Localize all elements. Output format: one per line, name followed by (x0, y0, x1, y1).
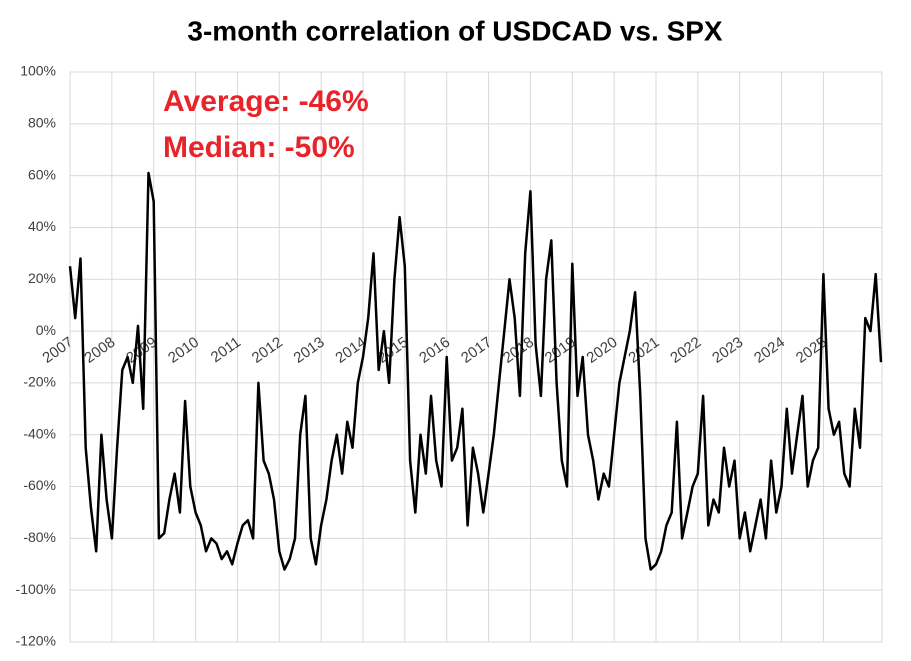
x-tick-label: 2007 (39, 334, 76, 367)
annotation: Average: -46% (163, 85, 369, 118)
x-tick-label: 2025 (793, 334, 830, 367)
y-tick-label: -60% (23, 477, 56, 493)
x-tick-label: 2023 (709, 334, 746, 367)
x-tick-label: 2012 (249, 334, 286, 367)
y-tick-label: -40% (23, 425, 56, 441)
x-tick-label: 2019 (542, 334, 579, 367)
y-tick-label: 80% (28, 115, 56, 131)
plot-border (69, 71, 883, 643)
x-tick-label: 2024 (751, 334, 788, 367)
series-line (68, 171, 883, 571)
y-tick-label: -80% (23, 529, 56, 545)
y-tick-label: 60% (28, 166, 56, 182)
annotation: Median: -50% (163, 131, 355, 164)
x-tick-label: 2008 (81, 334, 118, 367)
y-tick-label: 100% (20, 63, 56, 79)
x-tick-label: 2011 (208, 334, 244, 366)
x-tick-label: 2022 (667, 334, 704, 367)
y-tick-label: -20% (23, 374, 56, 390)
chart-title: 3-month correlation of USDCAD vs. SPX (187, 15, 723, 46)
y-tick-label: 20% (28, 270, 56, 286)
y-tick-label: -100% (16, 581, 56, 597)
y-tick-label: 0% (36, 322, 56, 338)
x-tick-label: 2013 (291, 334, 328, 367)
y-tick-label: 40% (28, 218, 56, 234)
y-tick-label: -120% (16, 633, 56, 649)
x-tick-label: 2021 (625, 334, 662, 367)
x-tick-label: 2010 (165, 334, 202, 367)
x-tick-label: 2020 (584, 334, 621, 367)
x-tick-label: 2017 (458, 334, 495, 367)
